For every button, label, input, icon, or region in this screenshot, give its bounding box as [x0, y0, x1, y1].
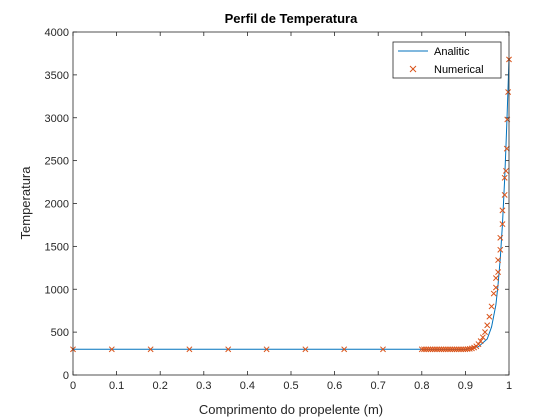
y-tick-label: 1500: [45, 241, 69, 253]
data-point-numerical: [501, 174, 508, 181]
y-tick-label: 2000: [45, 199, 69, 211]
data-point-numerical: [479, 334, 486, 341]
series-layer: [70, 56, 512, 353]
data-point-numerical: [225, 346, 232, 353]
x-tick-label: 0: [70, 380, 76, 392]
y-tick-label: 1000: [45, 284, 69, 296]
data-point-numerical: [475, 341, 482, 348]
y-tick-label: 500: [51, 327, 69, 339]
data-point-numerical: [421, 346, 427, 353]
data-point-numerical: [492, 284, 499, 291]
data-point-numerical: [108, 346, 115, 353]
data-point-numerical: [495, 269, 502, 276]
data-point-numerical: [466, 345, 473, 352]
legend-label-numerical: Numerical: [434, 64, 484, 76]
x-tick-label: 0.9: [458, 380, 473, 392]
legend-label-analitic: Analitic: [434, 46, 470, 58]
data-point-numerical: [147, 346, 154, 353]
plot-area: [73, 32, 509, 375]
data-point-numerical: [492, 275, 499, 282]
x-tick-label: 0.5: [283, 380, 298, 392]
data-point-numerical: [423, 346, 430, 353]
legend-box: [392, 41, 502, 79]
data-point-numerical: [499, 207, 506, 214]
y-tick-label: 0: [63, 370, 69, 382]
data-point-numerical: [490, 290, 497, 297]
data-point-numerical: [418, 346, 425, 353]
data-point-numerical: [449, 346, 456, 353]
data-point-numerical: [502, 167, 509, 174]
data-point-numerical: [505, 89, 512, 95]
data-point-numerical: [263, 346, 270, 353]
data-point-numerical: [499, 221, 506, 228]
data-point-numerical: [495, 257, 502, 264]
data-point-numerical: [455, 346, 462, 353]
data-point-numerical: [453, 346, 460, 353]
data-point-numerical: [460, 346, 467, 353]
data-point-numerical: [497, 234, 504, 241]
y-tick-label: 3500: [45, 70, 69, 82]
x-tick-label: 0.4: [240, 380, 255, 392]
x-tick-label: 0.1: [109, 380, 124, 392]
data-point-numerical: [380, 346, 386, 353]
chart-title: Perfil de Temperatura: [225, 11, 358, 26]
legend-x-marker: [409, 65, 417, 73]
data-point-numerical: [442, 346, 449, 353]
x-tick-label: 0.3: [196, 380, 211, 392]
plot-frame: [72, 31, 510, 376]
data-point-numerical: [434, 346, 441, 353]
x-tick-label: 0.7: [371, 380, 386, 392]
data-point-numerical: [436, 346, 443, 353]
data-point-numerical: [477, 338, 484, 345]
y-axis-ticks: 0 500 1000 1500 2000 2500 3000 3500 4000: [45, 27, 509, 382]
x-tick-label: 0.2: [153, 380, 168, 392]
data-point-numerical: [186, 346, 193, 353]
data-point-numerical: [451, 346, 458, 353]
data-point-numerical: [445, 346, 451, 353]
data-point-numerical: [497, 246, 504, 253]
data-point-numerical: [302, 346, 309, 353]
data-point-numerical: [486, 313, 493, 320]
x-tick-label: 1: [506, 380, 512, 392]
x-axis-ticks: 0 0.1 0.2 0.3 0.4 0.5 0.6 0.7 0.8 0.9 1: [70, 32, 512, 392]
data-point-numerical: [503, 145, 510, 152]
x-tick-label: 0.6: [327, 380, 342, 392]
data-point-numerical: [341, 346, 348, 353]
y-tick-label: 4000: [45, 27, 69, 39]
y-axis-label: Temperatura: [18, 166, 33, 240]
data-point-numerical: [447, 346, 454, 353]
data-point-numerical: [440, 346, 447, 353]
data-point-numerical: [429, 346, 436, 353]
x-tick-label: 0.8: [414, 380, 429, 392]
data-point-numerical: [488, 303, 495, 310]
data-point-numerical: [501, 191, 508, 198]
data-point-numerical: [427, 346, 434, 353]
data-point-numerical: [482, 329, 488, 336]
data-point-numerical: [431, 346, 438, 353]
y-tick-label: 2500: [45, 156, 69, 168]
data-point-numerical: [425, 346, 432, 353]
data-point-numerical: [484, 322, 491, 329]
legend: Analitic Numerical: [392, 41, 502, 79]
data-point-numerical: [438, 346, 445, 353]
data-point-numerical: [458, 346, 464, 353]
x-axis-label: Comprimento do propelente (m): [199, 402, 383, 417]
y-tick-label: 3000: [45, 113, 69, 125]
